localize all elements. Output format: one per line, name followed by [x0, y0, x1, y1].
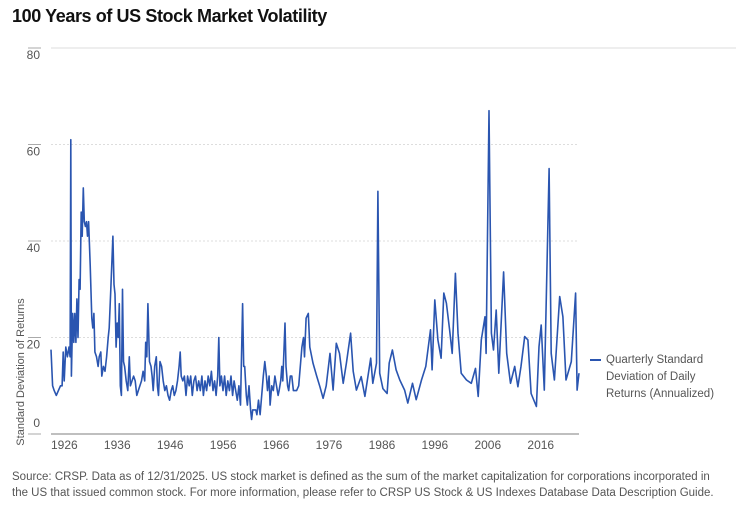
y-tick-label: 40	[27, 241, 41, 255]
y-tick-label: 0	[33, 416, 40, 430]
x-tick-label: 1996	[422, 438, 449, 452]
x-axis-ticks: 1926 1936 1946 1956 1966 1976 1986 1996 2006 2016	[51, 438, 554, 452]
x-tick-label: 1956	[210, 438, 237, 452]
x-tick-label: 1976	[316, 438, 343, 452]
series-line-quarterly-std-dev	[50, 109, 580, 421]
source-footnote: Source: CRSP. Data as of 12/31/2025. US …	[12, 471, 714, 499]
y-axis-ticks: 0 20 40 60 80	[27, 47, 41, 435]
y-tick-label: 80	[27, 48, 41, 62]
legend-label: Quarterly Standard Deviation of Daily Re…	[606, 354, 715, 400]
x-tick-label: 1966	[263, 438, 290, 452]
chart-title: 100 Years of US Stock Market Volatility	[12, 6, 327, 26]
x-tick-label: 1926	[51, 438, 78, 452]
y-tick-label: 60	[27, 145, 41, 159]
legend-swatch	[590, 359, 601, 361]
legend: Quarterly Standard Deviation of Daily Re…	[590, 352, 736, 403]
x-tick-label: 1986	[369, 438, 396, 452]
x-tick-label: 2006	[474, 438, 501, 452]
x-tick-label: 2016	[527, 438, 554, 452]
y-axis-label: Standard Deviation of Returns	[15, 298, 27, 446]
x-tick-label: 1946	[157, 438, 184, 452]
x-tick-label: 1936	[104, 438, 131, 452]
y-tick-label: 20	[27, 338, 41, 352]
